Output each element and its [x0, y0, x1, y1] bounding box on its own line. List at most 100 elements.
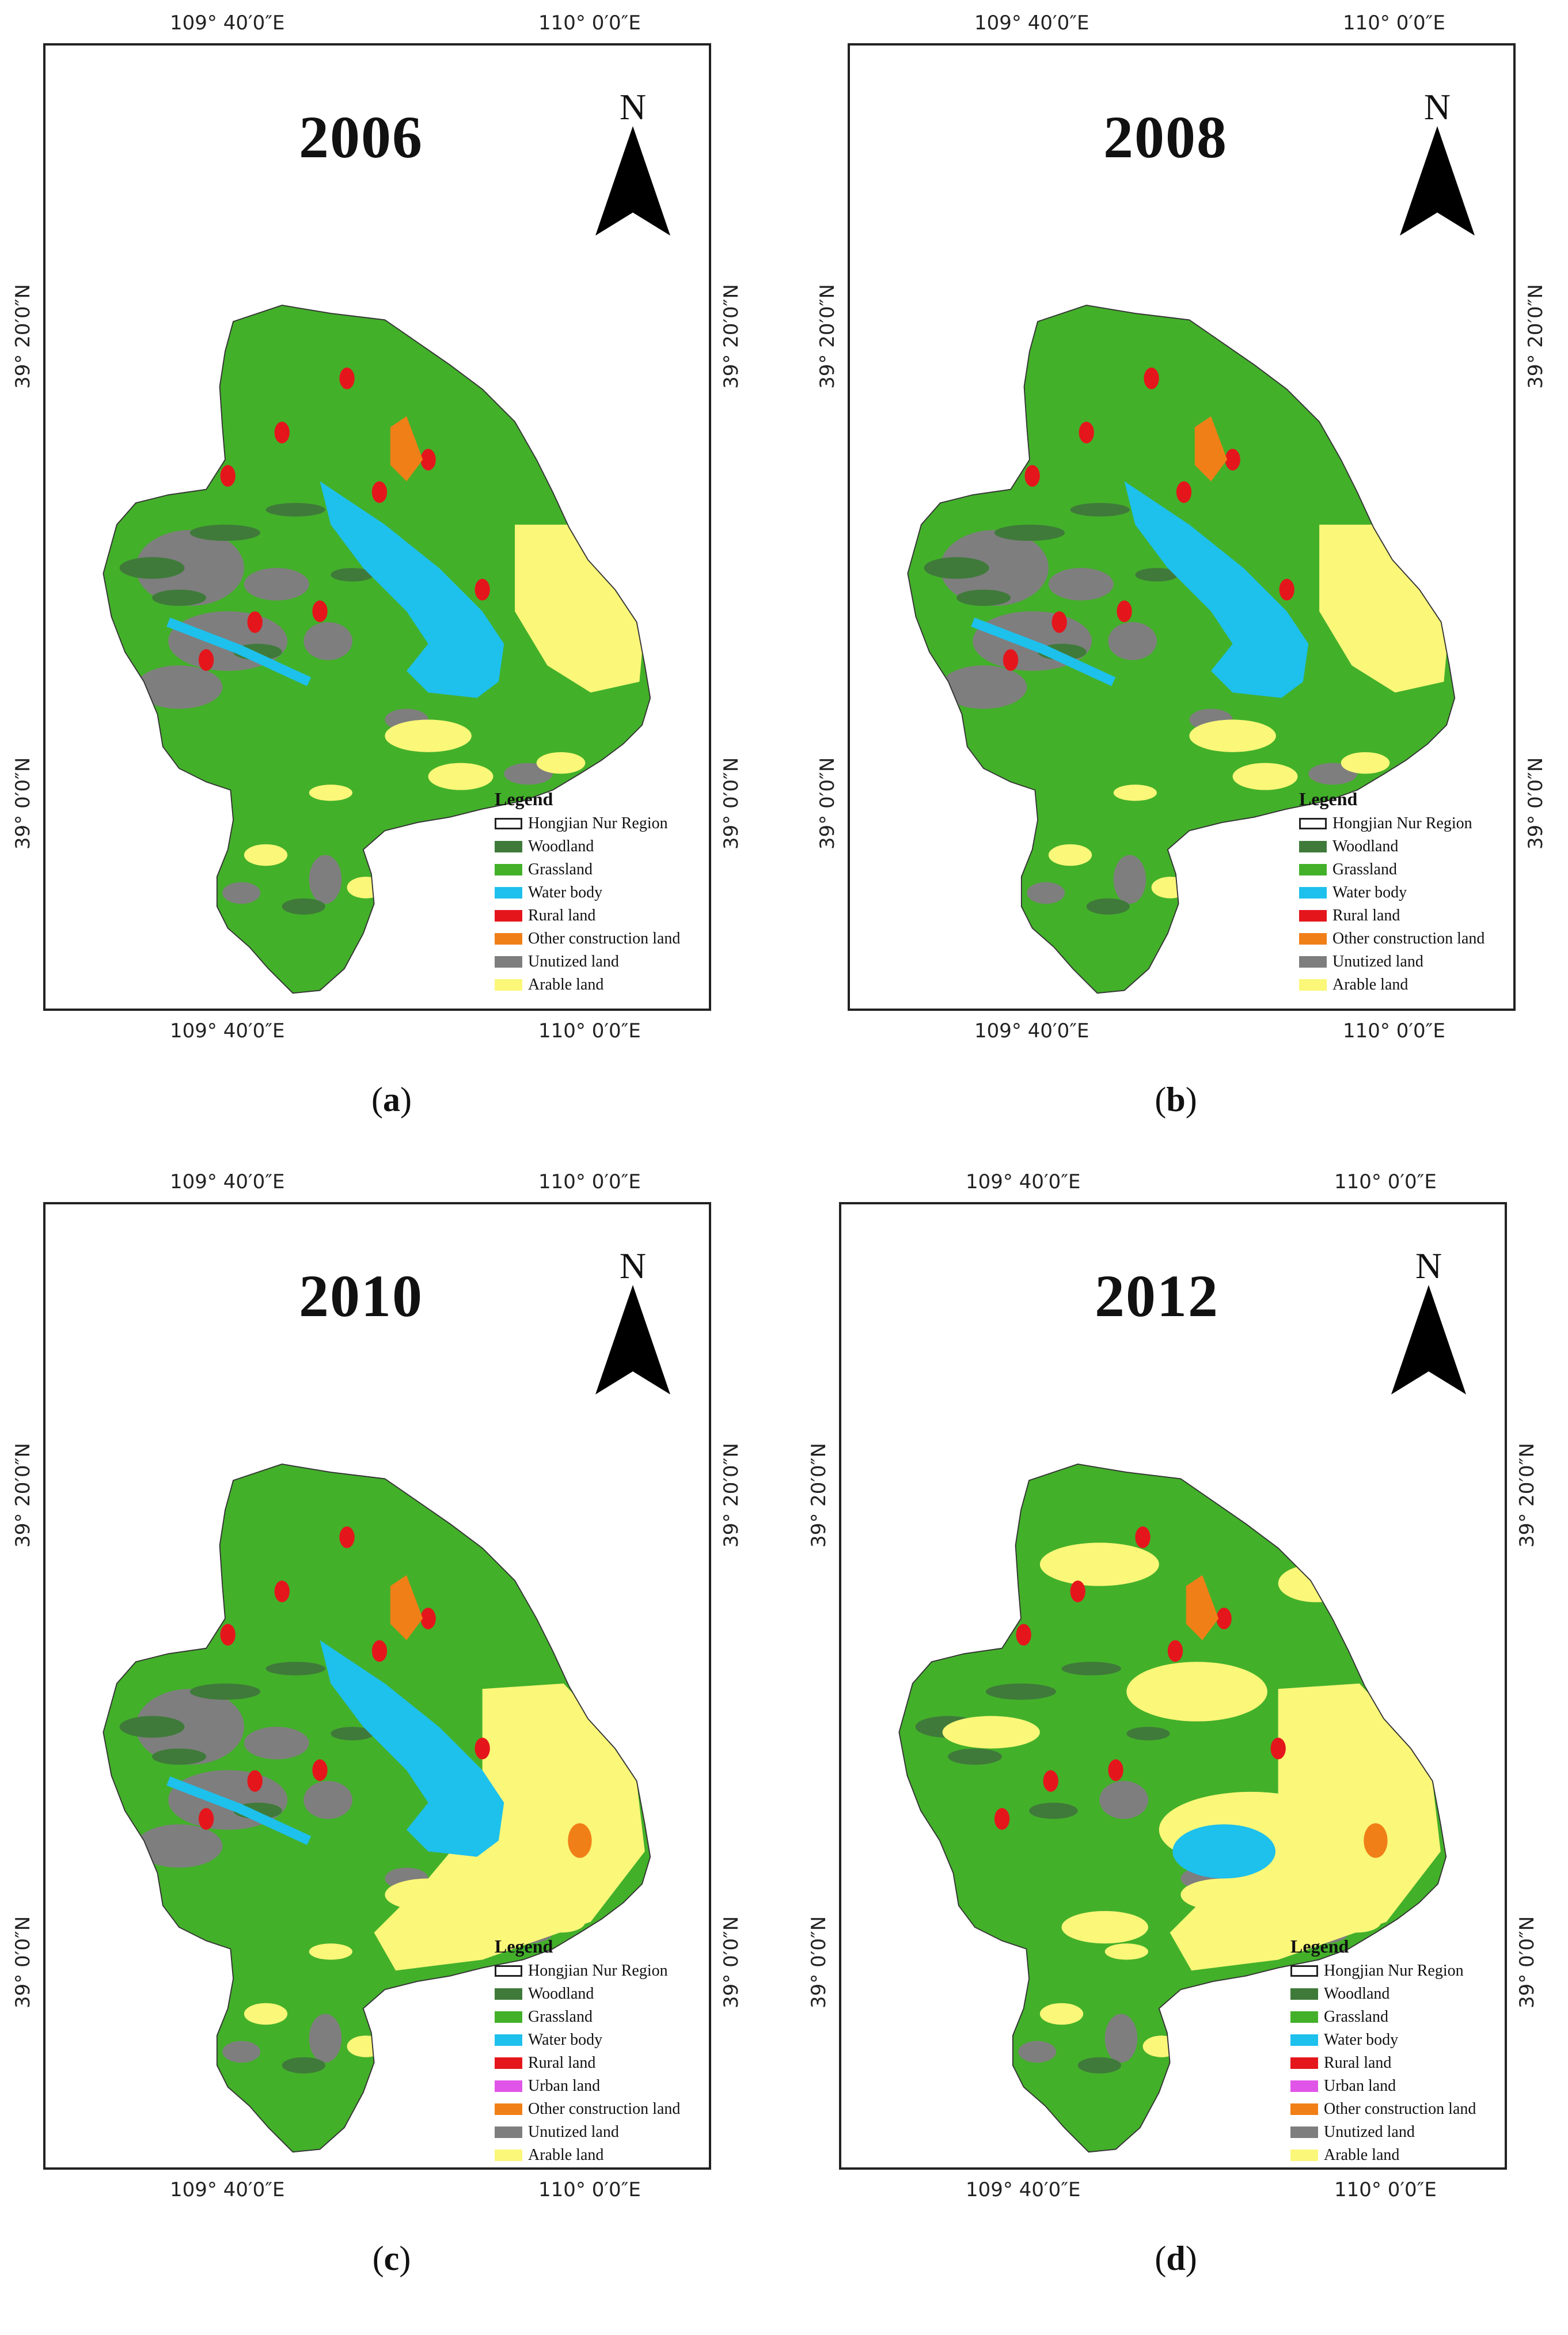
- legend-swatch: [495, 2057, 522, 2069]
- rural-land-patch: [1016, 1624, 1031, 1646]
- legend-item: Water body: [495, 2029, 680, 2052]
- map-year-title: 2008: [1103, 104, 1228, 170]
- woodland-patch: [152, 1748, 207, 1765]
- legend-item: Rural land: [495, 904, 680, 927]
- woodland-patch: [1086, 898, 1130, 915]
- coord-right-lower: 39° 0′0″N: [720, 1916, 743, 2008]
- legend-swatch: [1290, 2057, 1318, 2069]
- legend-label: Other construction land: [1324, 2100, 1476, 2118]
- woodland-patch: [282, 2057, 325, 2074]
- legend-swatch: [495, 841, 522, 852]
- rural-land-patch: [198, 649, 214, 671]
- rural-land-patch: [1167, 1640, 1183, 1662]
- legend-item: Other construction land: [495, 927, 680, 950]
- map-frame: 2006 N Legend Hongjian Nur Region Woodlan…: [43, 43, 711, 1011]
- arable-patch: [1235, 1856, 1354, 1906]
- coord-bottom-left: 109° 40′0″E: [170, 1019, 285, 1043]
- legend-label: Hongjian Nur Region: [528, 814, 668, 832]
- legend-swatch: [495, 979, 522, 991]
- land-use-map: [102, 305, 651, 994]
- coord-left-lower: 39° 0′0″N: [12, 757, 35, 850]
- legend-label: Hongjian Nur Region: [528, 1962, 668, 1980]
- legend-label: Other construction land: [528, 930, 681, 947]
- unutilized-patch: [407, 1981, 439, 2009]
- rural-land-patch: [1003, 649, 1019, 671]
- legend-item: Grassland: [1299, 858, 1485, 881]
- rural-land-patch: [1108, 1759, 1123, 1781]
- unutilized-patch: [1104, 2014, 1138, 2063]
- legend-title: Legend: [1290, 1936, 1349, 1957]
- land-use-map: [907, 305, 1456, 994]
- coord-bottom-right: 110° 0′0″E: [1334, 2178, 1437, 2201]
- north-arrow: N: [575, 86, 690, 247]
- legend-label: Grassland: [1324, 2008, 1388, 2026]
- unutilized-patch: [309, 855, 342, 904]
- legend-item: Rural land: [1299, 904, 1485, 927]
- legend-item: Woodland: [1299, 835, 1485, 858]
- map-legend: Legend Hongjian Nur Region Woodland Grassl…: [495, 1936, 680, 2167]
- woodland-patch: [994, 524, 1065, 541]
- river: [166, 617, 312, 687]
- arable-patch: [385, 1878, 472, 1911]
- rural-land-patch: [1225, 449, 1240, 471]
- legend-swatch: [495, 864, 522, 875]
- legend-title: Legend: [1299, 789, 1358, 809]
- north-arrow: N: [575, 1245, 690, 1406]
- legend-swatch: [1299, 864, 1327, 875]
- construction-land: [1194, 416, 1228, 482]
- legend-label: Other construction land: [1332, 930, 1485, 947]
- coord-top-left: 109° 40′0″E: [974, 12, 1089, 35]
- rural-land-patch: [1043, 1770, 1058, 1792]
- rural-land-patch: [1279, 578, 1294, 601]
- unutilized-patch: [303, 1781, 352, 1819]
- unutilized-patch: [1027, 882, 1065, 904]
- map-legend: Legend Hongjian Nur Region Woodland Grassl…: [495, 789, 680, 996]
- rural-land-patch: [339, 1526, 355, 1548]
- legend-item: Water body: [1299, 881, 1485, 904]
- legend-swatch: [495, 910, 522, 922]
- coord-top-right: 110° 0′0″E: [538, 12, 641, 35]
- map-panel: 2008 N Legend Hongjian Nur Region Woodlan…: [784, 0, 1567, 1168]
- arable-patch: [347, 2035, 385, 2057]
- rural-land-patch: [274, 422, 290, 444]
- construction-land: [390, 1575, 423, 1640]
- north-arrow: N: [1371, 1245, 1486, 1406]
- coord-bottom-left: 109° 40′0″E: [974, 1019, 1089, 1043]
- legend-label: Urban land: [528, 2077, 601, 2095]
- woodland-patch: [265, 503, 325, 517]
- rural-land-patch: [1117, 600, 1132, 623]
- legend-label: Woodland: [528, 1985, 594, 2003]
- rural-land-patch: [1024, 465, 1040, 487]
- legend-label: Arable land: [528, 2146, 604, 2164]
- legend-swatch: [495, 1988, 522, 2000]
- woodland-patch: [189, 1683, 261, 1700]
- north-letter: N: [1423, 86, 1451, 127]
- coord-bottom-left: 109° 40′0″E: [966, 2178, 1081, 2201]
- legend-label: Arable land: [1332, 976, 1408, 994]
- north-arrow-icon: [595, 1285, 670, 1394]
- arable-patch: [385, 719, 472, 752]
- woodland-patch: [152, 589, 207, 606]
- legend-label: Rural land: [1332, 907, 1400, 924]
- legend-swatch: [495, 2150, 522, 2161]
- woodland-patch: [189, 524, 261, 541]
- legend-item: Unutized land: [495, 950, 680, 973]
- unutilized-patch: [1113, 855, 1146, 904]
- woodland-patch: [1029, 1802, 1078, 1819]
- river: [971, 617, 1116, 687]
- map-panel: 2006 N Legend Hongjian Nur Region Woodlan…: [0, 0, 783, 1168]
- river: [166, 1776, 312, 1845]
- rural-land-patch: [274, 1580, 290, 1602]
- legend-label: Hongjian Nur Region: [1324, 1962, 1464, 1980]
- legend-label: Rural land: [1324, 2054, 1392, 2072]
- legend-label: Rural land: [528, 907, 596, 924]
- woodland-patch: [1126, 1727, 1170, 1741]
- legend-label: Unutized land: [1332, 953, 1423, 971]
- water-body: [320, 1640, 504, 1857]
- legend-label: Rural land: [528, 2054, 596, 2072]
- coord-left-lower: 39° 0′0″N: [816, 757, 839, 850]
- legend-label: Water body: [528, 2031, 603, 2049]
- legend-swatch: [495, 2034, 522, 2046]
- rural-land-patch: [420, 449, 436, 471]
- coord-right-lower: 39° 0′0″N: [1524, 757, 1547, 850]
